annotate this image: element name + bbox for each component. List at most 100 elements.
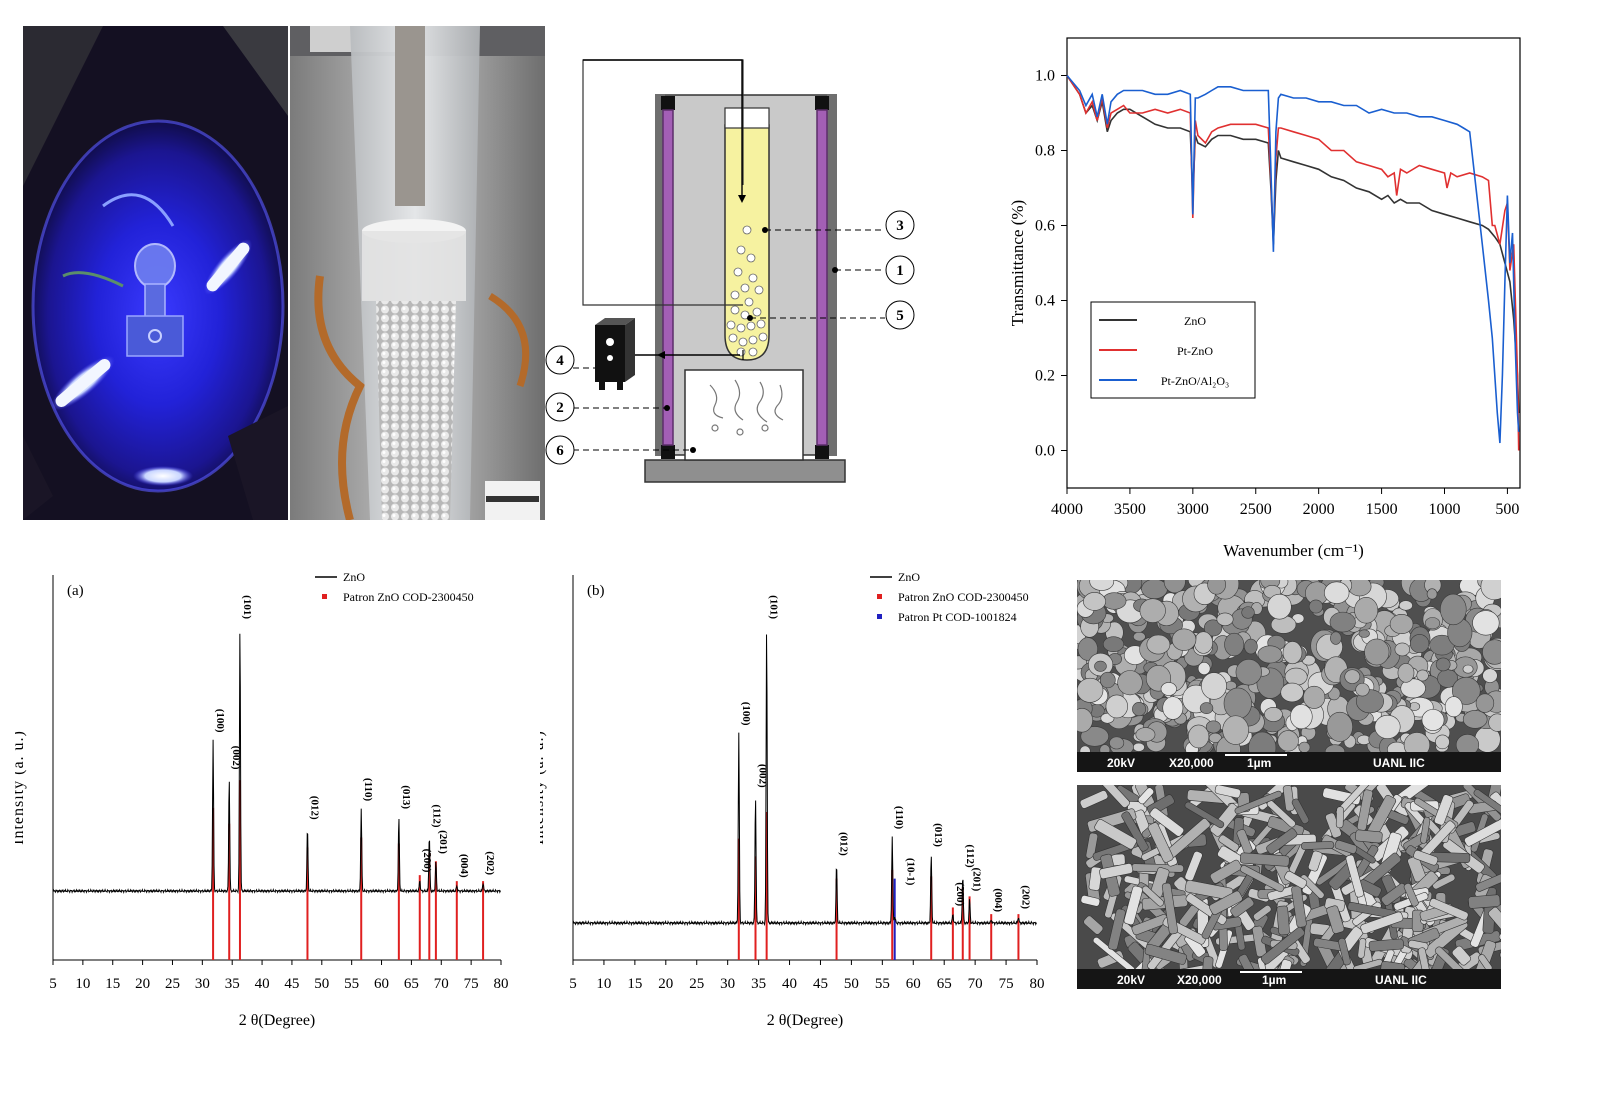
- x-tick-label: 80: [1030, 976, 1045, 992]
- callout-2: 2: [545, 392, 575, 422]
- x-tick-label: 15: [627, 976, 642, 992]
- peak-label: (200): [954, 882, 966, 906]
- legend: ZnO Patron ZnO COD-2300450 Patron Pt COD-1…: [870, 570, 1029, 624]
- sem-particle: [1146, 634, 1171, 655]
- sem-particle: [1482, 639, 1501, 665]
- sem-particle: [1077, 708, 1093, 733]
- sem-rod: [1080, 895, 1101, 907]
- sem-particle: [1344, 669, 1361, 684]
- peak-label: (101): [768, 595, 780, 619]
- sem-rod: [1451, 945, 1472, 966]
- sem-top-lab: UANL IIC: [1373, 756, 1425, 770]
- sem-rod: [1079, 790, 1109, 809]
- x-tick-label: 65: [404, 976, 419, 992]
- sem-particle: [1400, 678, 1426, 699]
- series-line: [1066, 74, 1520, 444]
- sem-particle: [1303, 685, 1326, 709]
- sem-particle: [1222, 715, 1249, 745]
- plot-frame: [1066, 37, 1521, 489]
- callout-label-5: 5: [896, 308, 904, 324]
- sem-particle: [1083, 592, 1106, 611]
- legend-label: Pt-ZnO: [1177, 344, 1213, 358]
- sem-rod: [1214, 785, 1241, 799]
- sem-rod: [1335, 806, 1344, 829]
- xrd-chart-a: 5 10 15 20 25 30 35 40 45 50 55 60 65 70 75 80 2 θ(Degre…: [15, 555, 525, 1055]
- peak-label: (004): [458, 854, 470, 878]
- sem-particle: [1347, 580, 1372, 597]
- x-tick-label: 35: [751, 976, 766, 992]
- callout-label-3: 3: [896, 218, 904, 234]
- x-tick-label: 2000: [1303, 501, 1335, 518]
- callout-6: 6: [545, 435, 575, 465]
- peak-label: (004): [992, 888, 1004, 912]
- peak-label: (202): [1019, 885, 1031, 909]
- sem-rod: [1083, 915, 1104, 935]
- sem-rod: [1276, 905, 1290, 936]
- sem-rod: [1253, 905, 1272, 921]
- x-tick-label: 70: [968, 976, 983, 992]
- sem-rod: [1488, 906, 1501, 935]
- peak-label: (202): [484, 851, 496, 875]
- sem-rod: [1338, 937, 1351, 966]
- x-tick-label: 3500: [1114, 501, 1146, 518]
- peak-label: (110): [893, 806, 905, 830]
- peak-label: (012): [308, 796, 320, 820]
- sem-particle: [1451, 676, 1481, 705]
- sem-particle: [1394, 642, 1410, 657]
- peak-label: (10-1): [905, 858, 917, 886]
- peak-label: (112): [964, 844, 976, 868]
- sem-particle: [1171, 628, 1197, 651]
- xrd-pattern-line: [572, 634, 1038, 927]
- packed-column-photo: [290, 26, 545, 520]
- x-tick-label: 15: [105, 976, 120, 992]
- sem-rod: [1147, 822, 1174, 863]
- sem-rod: [1464, 815, 1501, 847]
- sem-particle: [1308, 599, 1323, 614]
- sem-rod: [1499, 942, 1501, 959]
- x-tick-label: 20: [135, 976, 150, 992]
- x-tick-label: 45: [284, 976, 299, 992]
- callout-label-6: 6: [556, 443, 564, 459]
- x-tick-label: 60: [374, 976, 389, 992]
- sem-particle: [1475, 693, 1495, 713]
- sem-particle: [1298, 741, 1311, 754]
- sem-top-scale: 1µm: [1247, 756, 1271, 770]
- sem-rod: [1434, 794, 1454, 826]
- peak-label: (012): [838, 832, 850, 856]
- peak-label: (110): [362, 778, 374, 802]
- sem-particle: [1282, 641, 1303, 665]
- panel-label: (b): [587, 583, 605, 599]
- sem-top-magnification: X20,000: [1169, 756, 1214, 770]
- sem-particle: [1398, 600, 1413, 611]
- sem-particle: [1223, 687, 1252, 720]
- uv-lamp-icon: [48, 352, 118, 414]
- sem-rod: [1345, 854, 1364, 898]
- xrd-chart-b: 5 10 15 20 25 30 35 40 45 50 55 60 65 70 75 80 2 θ(Degre…: [540, 555, 1050, 1055]
- x-tick-label: 75: [464, 976, 479, 992]
- sem-particle: [1472, 610, 1500, 636]
- sem-rod: [1291, 798, 1310, 824]
- sem-particle: [1105, 694, 1129, 719]
- peak-label: (112): [430, 804, 442, 828]
- sem-particle: [1426, 588, 1438, 600]
- sem-particle: [1216, 612, 1234, 626]
- sem-particle: [1244, 638, 1258, 655]
- sem-particle: [1326, 711, 1353, 742]
- sem-particle: [1080, 726, 1109, 747]
- sem-particle: [1435, 734, 1450, 750]
- sem-rod: [1094, 819, 1137, 850]
- sem-rod: [1301, 841, 1335, 850]
- x-tick-label: 55: [875, 976, 890, 992]
- sem-particle: [1329, 611, 1356, 633]
- sem-rod: [1107, 908, 1126, 951]
- y-tick-label: 0.2: [1035, 368, 1055, 385]
- sem-particle: [1257, 645, 1283, 664]
- sem-particle: [1409, 634, 1430, 654]
- x-tick-label: 40: [255, 976, 270, 992]
- x-tick-label: 55: [344, 976, 359, 992]
- sem-bottom-magnification: X20,000: [1177, 973, 1222, 987]
- sem-particle: [1355, 682, 1370, 697]
- sem-particle: [1439, 593, 1467, 626]
- sem-particle: [1117, 670, 1143, 696]
- legend-swatch: [877, 614, 882, 619]
